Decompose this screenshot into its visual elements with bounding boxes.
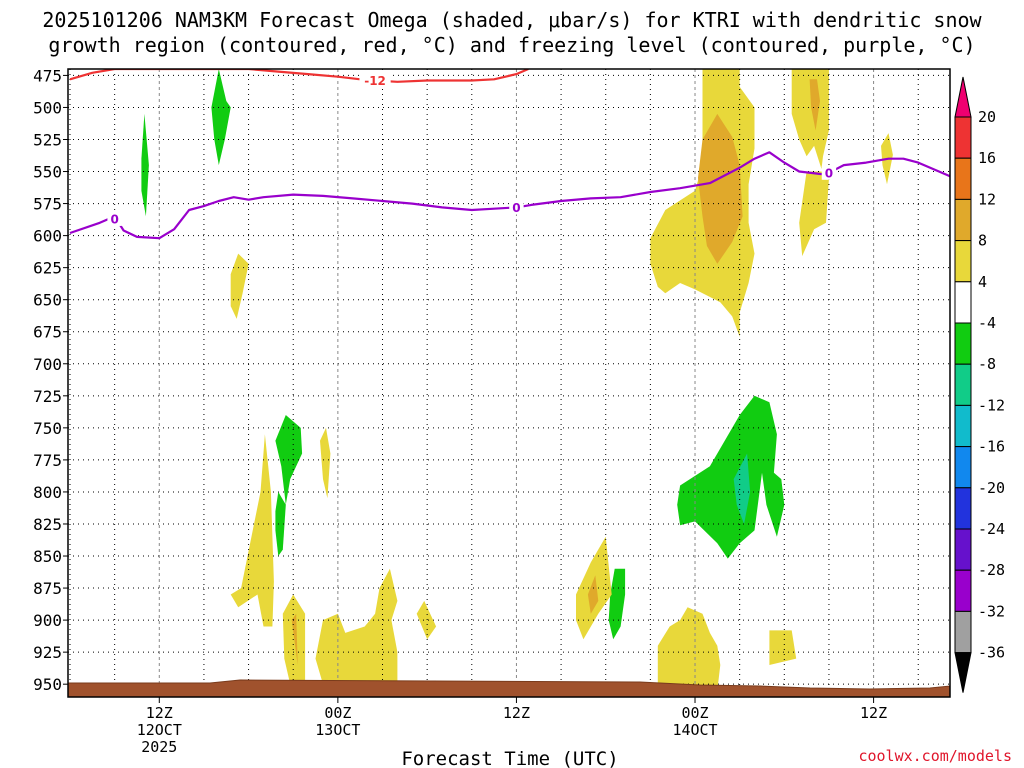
- contour-label: 0: [825, 166, 833, 180]
- omega-region-19: [230, 434, 274, 627]
- y-tick-label: 750: [33, 419, 62, 438]
- x-tick-label: 00Z: [324, 704, 351, 722]
- omega-region-8: [230, 253, 249, 319]
- omega-region-18: [315, 568, 398, 685]
- contour-lines: 0 0 0 -12: [69, 69, 950, 240]
- colorbar-segment: [954, 363, 972, 406]
- omega-region-12: [275, 491, 286, 556]
- colorbar-segment: [954, 157, 972, 200]
- y-tick-label: 925: [33, 643, 62, 662]
- x-tick-label: 13OCT: [315, 721, 360, 739]
- x-tick-label: 2025: [141, 738, 177, 756]
- colorbar-label: -24: [978, 520, 1005, 538]
- y-tick-label: 600: [33, 227, 62, 246]
- x-tick-label: 12Z: [860, 704, 887, 722]
- colorbar-label: -12: [978, 396, 1005, 414]
- colorbar-label: 12: [978, 190, 996, 208]
- omega-region-11: [608, 568, 626, 640]
- contour-line-freezing-level: [69, 151, 950, 240]
- omega-region-1: [698, 113, 743, 264]
- omega-region-14: [657, 607, 721, 691]
- colorbar-segment: [954, 487, 972, 530]
- site-credit: coolwx.com/models: [858, 747, 1012, 765]
- y-tick-label: 950: [33, 675, 62, 694]
- omega-region-21: [291, 613, 298, 665]
- colorbar-label: 4: [978, 273, 987, 291]
- plot-frame: [67, 68, 951, 698]
- colorbar-segment: [954, 281, 972, 324]
- x-tick-label: 00Z: [681, 704, 708, 722]
- y-tick-label: 475: [33, 66, 62, 85]
- omega-region-6: [211, 69, 231, 166]
- y-tick-label: 800: [33, 483, 62, 502]
- colorbar-label: -8: [978, 355, 996, 373]
- omega-region-23: [416, 600, 437, 640]
- y-tick-label: 700: [33, 355, 62, 374]
- contour-label-bg: [509, 200, 524, 215]
- contour-label: 0: [512, 201, 520, 215]
- omega-region-10: [733, 453, 751, 524]
- y-axis: 475 500 525 550 575 600 625 650 675 700 725 750 775 8…: [33, 66, 68, 694]
- colorbar-segment: [954, 198, 972, 242]
- colorbar-label: 8: [978, 232, 987, 250]
- plot-area: 0 0 0 -12: [67, 68, 951, 698]
- x-axis-title: Forecast Time (UTC): [401, 748, 618, 768]
- y-tick-label: 850: [33, 547, 62, 566]
- colorbar-segment: [954, 446, 972, 489]
- colorbar: 20 16 12 8 4 -4 -8 -12 -16 -20 -24 -28 -32 -36: [954, 76, 1005, 693]
- chart-title-line-2: growth region (contoured, red, °C) and f…: [48, 33, 975, 57]
- colorbar-top-arrow: [954, 76, 972, 118]
- colorbar-label: 16: [978, 149, 996, 167]
- contour-label-bg: [821, 165, 837, 180]
- plot-background: [68, 69, 950, 697]
- colorbar-label: 20: [978, 108, 996, 126]
- y-tick-label: 550: [33, 163, 62, 182]
- x-tick-label: 12Z: [146, 704, 173, 722]
- x-tick-label: 12Z: [503, 704, 530, 722]
- y-tick-label: 825: [33, 515, 62, 534]
- y-tick-label: 650: [33, 291, 62, 310]
- colorbar-segment: [954, 610, 972, 654]
- y-tick-label: 500: [33, 98, 62, 117]
- y-tick-label: 725: [33, 387, 62, 406]
- colorbar-segment: [954, 528, 972, 571]
- omega-region-20: [282, 594, 306, 685]
- y-tick-label: 625: [33, 259, 62, 278]
- colorbar-label: -20: [978, 479, 1005, 497]
- colorbar-label: -36: [978, 644, 1005, 662]
- colorbar-label: -16: [978, 438, 1005, 456]
- omega-region-17: [587, 575, 599, 614]
- omega-region-15: [769, 630, 797, 665]
- contour-label-bg: [359, 73, 391, 88]
- colorbar-bottom-arrow: [954, 652, 972, 693]
- colorbar-segment: [954, 116, 972, 159]
- contour-label-bg: [107, 211, 122, 226]
- omega-region-3: [799, 171, 829, 257]
- x-tick-label: 12OCT: [137, 721, 182, 739]
- colorbar-label: -28: [978, 561, 1005, 579]
- omega-region-4: [809, 79, 820, 131]
- colorbar-label: -32: [978, 602, 1005, 620]
- omega-region-9: [677, 395, 785, 559]
- contour-label: 0: [110, 212, 118, 226]
- colorbar-segment: [954, 404, 972, 448]
- omega-region-22: [320, 427, 331, 499]
- contour-label: -12: [364, 74, 386, 88]
- y-tick-label: 875: [33, 579, 62, 598]
- gridlines: [68, 69, 950, 697]
- colorbar-segment: [954, 569, 972, 612]
- y-tick-label: 575: [33, 195, 62, 214]
- colorbar-segment: [954, 240, 972, 283]
- y-tick-label: 900: [33, 611, 62, 630]
- y-tick-label: 775: [33, 451, 62, 470]
- omega-region-2: [791, 69, 829, 169]
- colorbar-segment: [954, 322, 972, 365]
- x-tick-label: 14OCT: [672, 721, 717, 739]
- colorbar-label: -4: [978, 314, 996, 332]
- y-tick-label: 525: [33, 130, 62, 149]
- y-tick-label: 675: [33, 323, 62, 342]
- chart-title-line-1: 2025101206 NAM3KM Forecast Omega (shaded…: [42, 8, 982, 32]
